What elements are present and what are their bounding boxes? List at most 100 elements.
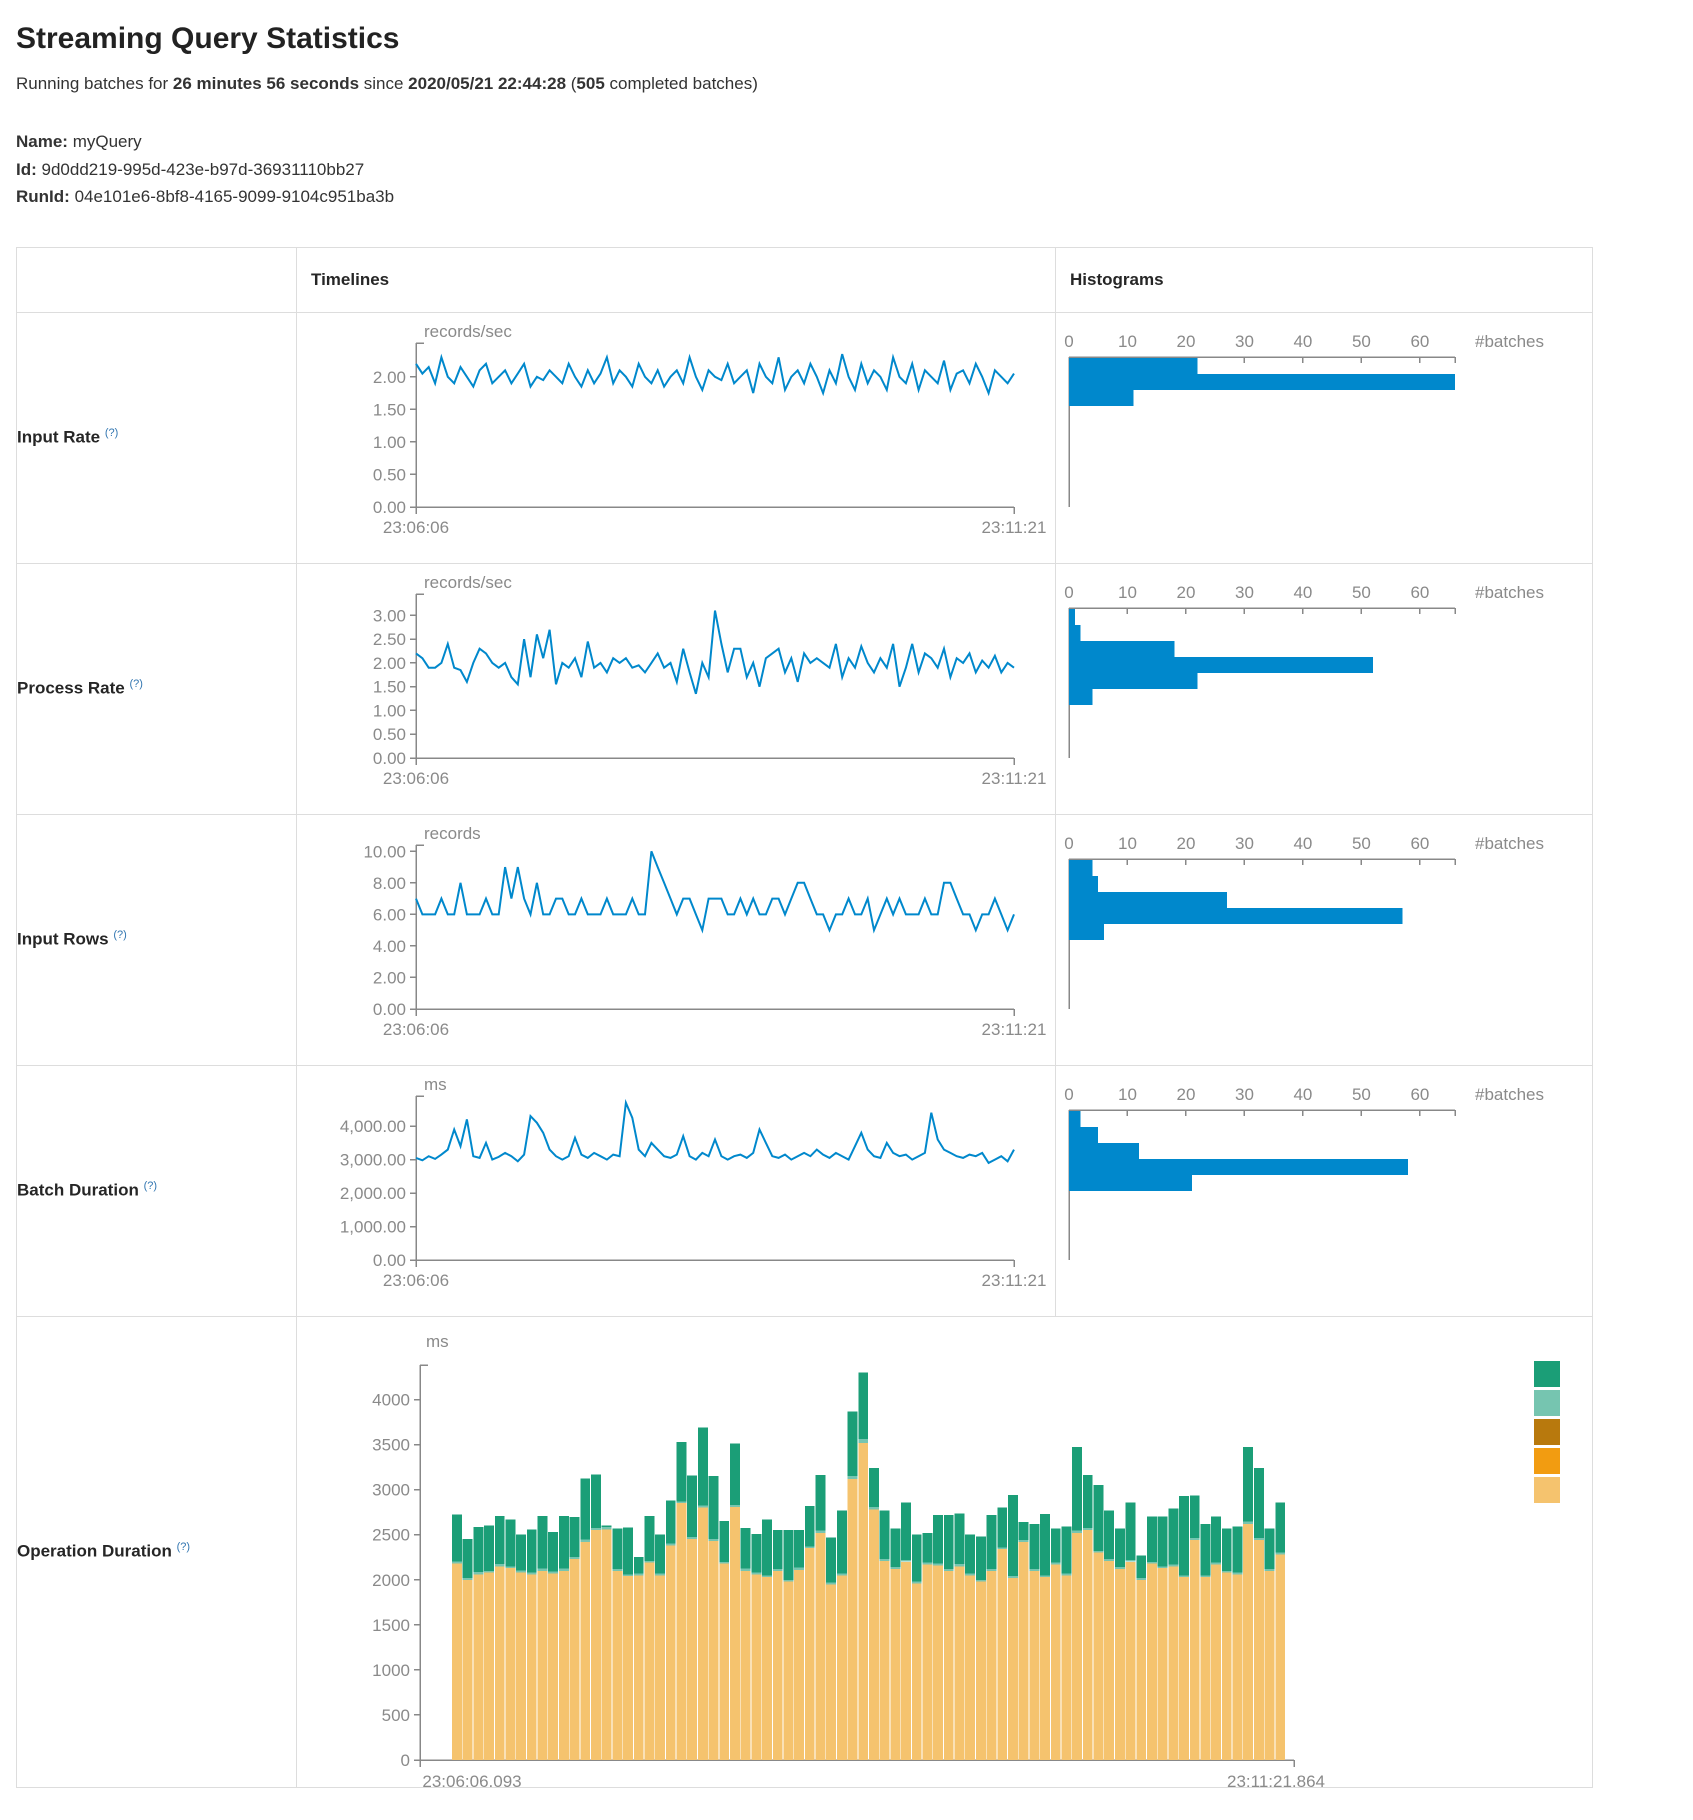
help-tooltip-icon[interactable]: (?) [129, 678, 143, 691]
batch-duration-label: Batch Duration [17, 1180, 139, 1200]
svg-text:40: 40 [1293, 332, 1312, 351]
running-duration: 26 minutes 56 seconds [172, 74, 360, 93]
input-rate-histogram-chart: 0 10 20 30 40 50 60 #batches [1064, 332, 1544, 507]
svg-text:10.00: 10.00 [363, 842, 406, 861]
query-name-label: Name: [16, 132, 68, 151]
svg-text:0: 0 [1064, 583, 1073, 602]
histograms-column-header: Histograms [1055, 246, 1593, 313]
svg-text:0.50: 0.50 [373, 465, 406, 484]
table-header-row: Timelines Histograms [16, 246, 1593, 313]
input-rows-label-cell: Input Rows (?) [16, 813, 297, 1066]
process-rate-label-cell: Process Rate (?) [16, 562, 297, 815]
svg-text:8.00: 8.00 [373, 873, 406, 892]
svg-text:3,000.00: 3,000.00 [340, 1150, 406, 1169]
svg-text:3000: 3000 [372, 1480, 410, 1499]
svg-text:2.00: 2.00 [373, 968, 406, 987]
query-metadata: Name: myQuery Id: 9d0dd219-995d-423e-b97… [16, 128, 1693, 211]
svg-text:#batches: #batches [1475, 332, 1544, 351]
batch-duration-label-cell: Batch Duration (?) [16, 1064, 297, 1317]
svg-text:60: 60 [1410, 332, 1429, 351]
svg-text:2.00: 2.00 [373, 654, 406, 673]
svg-text:23:11:21: 23:11:21 [982, 1020, 1047, 1039]
metric-row-input-rows: Input Rows (?) records 0.00 2.00 4.00 6.00 8.… [16, 813, 1593, 1066]
svg-text:10: 10 [1118, 332, 1137, 351]
svg-text:50: 50 [1352, 1085, 1371, 1104]
svg-text:50: 50 [1352, 834, 1371, 853]
svg-text:0.50: 0.50 [373, 725, 406, 744]
metric-row-input-rate: Input Rate (?) records/sec 0.00 0.50 1.00 1.… [16, 311, 1593, 564]
svg-text:1500: 1500 [372, 1615, 410, 1634]
batch-duration-histogram-cell: 0 10 20 30 40 50 60 #batches [1055, 1064, 1593, 1317]
svg-text:2500: 2500 [372, 1525, 410, 1544]
input-rows-timeline-cell: records 0.00 2.00 4.00 6.00 8.00 10.00 23:06:06… [296, 813, 1056, 1066]
svg-text:ms: ms [424, 1075, 447, 1094]
process-rate-label: Process Rate [17, 678, 125, 698]
svg-text:4.00: 4.00 [373, 937, 406, 956]
svg-text:1,000.00: 1,000.00 [340, 1217, 406, 1236]
input-rows-histogram-chart: 0 10 20 30 40 50 60 #batches [1064, 834, 1544, 1009]
input-rate-timeline-cell: records/sec 0.00 0.50 1.00 1.50 2.00 23:06:06 2… [296, 311, 1056, 564]
help-tooltip-icon[interactable]: (?) [143, 1180, 158, 1193]
svg-text:23:06:06.093: 23:06:06.093 [422, 1772, 521, 1787]
metric-row-operation-duration: Operation Duration (?) ms 0 500 1000 1500 200… [16, 1315, 1593, 1788]
svg-text:20: 20 [1177, 834, 1196, 853]
svg-text:500: 500 [382, 1706, 410, 1725]
svg-text:23:06:06: 23:06:06 [383, 1271, 449, 1290]
svg-text:0: 0 [1064, 1085, 1073, 1104]
svg-text:10: 10 [1118, 583, 1137, 602]
process-rate-timeline-cell: records/sec 0.00 0.50 1.00 1.50 2.00 2.50 3.00 2… [296, 562, 1056, 815]
operation-duration-label: Operation Duration [17, 1541, 172, 1561]
svg-text:6.00: 6.00 [373, 905, 406, 924]
svg-text:2000: 2000 [372, 1570, 410, 1589]
svg-text:3500: 3500 [372, 1435, 410, 1454]
operation-duration-stacked-chart: ms 0 500 1000 1500 2000 2500 3000 3500 4000 23:06:… [372, 1332, 1560, 1787]
svg-text:4000: 4000 [372, 1390, 410, 1409]
svg-text:30: 30 [1235, 1085, 1254, 1104]
svg-text:50: 50 [1352, 332, 1371, 351]
svg-text:0: 0 [1064, 834, 1073, 853]
metric-row-batch-duration: Batch Duration (?) ms 0.00 1,000.00 2,000.0… [16, 1064, 1593, 1317]
input-rate-label: Input Rate [17, 427, 101, 447]
start-time: 2020/05/21 22:44:28 [408, 74, 567, 93]
process-rate-histogram-chart: 0 10 20 30 40 50 60 #batches [1064, 583, 1544, 758]
completed-batches-count: 505 [576, 74, 605, 93]
svg-text:0: 0 [401, 1751, 410, 1770]
completed-suffix: completed batches) [604, 74, 758, 93]
running-batches-summary: Running batches for 26 minutes 56 second… [16, 74, 1693, 94]
svg-text:1.50: 1.50 [373, 677, 406, 696]
svg-text:10: 10 [1118, 834, 1137, 853]
svg-text:#batches: #batches [1475, 583, 1544, 602]
svg-text:60: 60 [1410, 834, 1429, 853]
svg-text:2.50: 2.50 [373, 630, 406, 649]
batch-duration-timeline-chart: ms 0.00 1,000.00 2,000.00 3,000.00 4,000.00 23… [340, 1075, 1047, 1290]
help-tooltip-icon[interactable]: (?) [176, 1541, 191, 1554]
help-tooltip-icon[interactable]: (?) [104, 427, 119, 440]
process-rate-timeline-chart: records/sec 0.00 0.50 1.00 1.50 2.00 2.50 3.00 2… [373, 573, 1047, 788]
help-tooltip-icon[interactable]: (?) [113, 929, 127, 942]
statistics-table: Timelines Histograms Input Rate (?) reco… [16, 246, 1593, 1788]
svg-text:23:11:21: 23:11:21 [982, 1271, 1047, 1290]
svg-text:4,000.00: 4,000.00 [340, 1117, 406, 1136]
query-name-value: myQuery [72, 132, 142, 151]
svg-text:1.00: 1.00 [373, 701, 406, 720]
svg-text:0.00: 0.00 [373, 1251, 406, 1270]
svg-text:60: 60 [1410, 583, 1429, 602]
svg-text:0.00: 0.00 [373, 1000, 406, 1019]
svg-text:40: 40 [1293, 1085, 1312, 1104]
svg-text:0.00: 0.00 [373, 498, 406, 517]
metric-column-header [16, 246, 297, 313]
svg-text:records/sec: records/sec [424, 573, 512, 592]
input-rows-timeline-chart: records 0.00 2.00 4.00 6.00 8.00 10.00 23:06:06… [363, 824, 1047, 1039]
svg-text:23:06:06: 23:06:06 [383, 769, 449, 788]
svg-text:ms: ms [426, 1332, 449, 1351]
svg-text:10: 10 [1118, 1085, 1137, 1104]
metric-row-process-rate: Process Rate (?) records/sec 0.00 0.50 1.00… [16, 562, 1593, 815]
svg-text:records/sec: records/sec [424, 322, 512, 341]
svg-text:1.50: 1.50 [373, 400, 406, 419]
query-id-label: Id: [16, 159, 37, 179]
operation-duration-label-cell: Operation Duration (?) [16, 1315, 297, 1788]
query-id-line: Id: 9d0dd219-995d-423e-b97d-36931110bb27 [16, 156, 1693, 184]
svg-text:40: 40 [1293, 834, 1312, 853]
svg-text:2,000.00: 2,000.00 [340, 1184, 406, 1203]
